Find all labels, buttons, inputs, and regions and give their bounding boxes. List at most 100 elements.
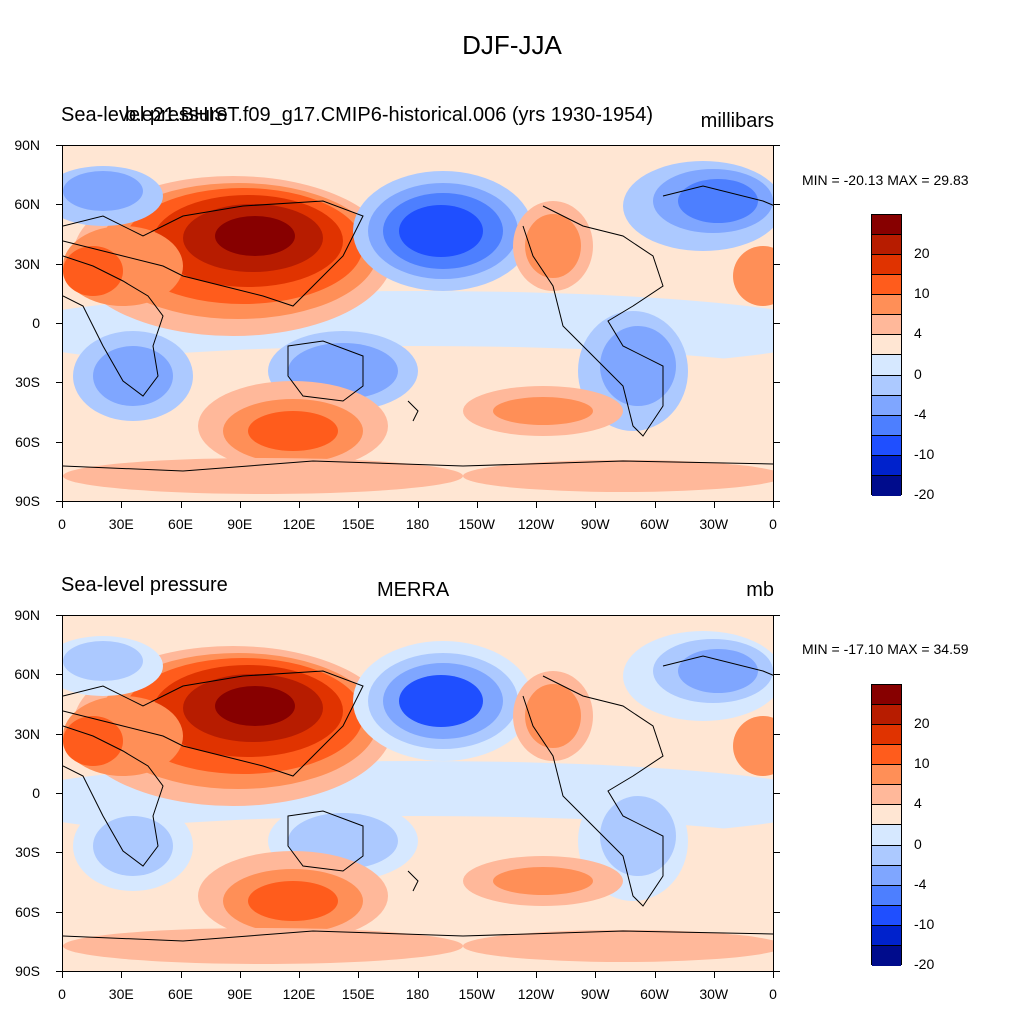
lat-tick-label: 90N xyxy=(14,607,40,623)
panel2-map xyxy=(62,615,774,972)
lat-tick-label: 30N xyxy=(14,255,40,272)
lat-tick xyxy=(56,911,62,913)
lon-tick xyxy=(239,502,241,508)
lon-tick-label: 60W xyxy=(640,986,669,1002)
lon-tick xyxy=(62,972,63,978)
lat-tick xyxy=(774,793,780,794)
figure-title: DJF-JJA xyxy=(462,30,562,60)
lon-tick xyxy=(121,502,123,508)
colorbar-swatch xyxy=(872,435,901,456)
colorbar-label: 10 xyxy=(914,285,930,302)
lon-tick-label: 150W xyxy=(458,986,496,1002)
colorbar-swatch xyxy=(872,215,901,236)
colorbar-label: -10 xyxy=(914,445,935,462)
colorbar-swatch xyxy=(872,765,901,786)
lat-tick-label: 60S xyxy=(15,433,40,450)
panel2-colorbar xyxy=(871,684,902,966)
lat-tick xyxy=(774,145,780,146)
contour-fill xyxy=(63,616,773,971)
colorbar-swatch xyxy=(872,375,901,396)
colorbar-swatch xyxy=(872,825,901,846)
lon-tick-label: 150E xyxy=(341,986,375,1002)
colorbar-label: 10 xyxy=(914,755,930,772)
lon-tick xyxy=(299,972,300,978)
lon-tick xyxy=(654,972,656,978)
lon-tick-label: 60E xyxy=(168,986,193,1002)
colorbar-swatch xyxy=(872,925,901,946)
colorbar-swatch xyxy=(872,725,901,746)
contour-region xyxy=(63,928,463,964)
lat-tick xyxy=(56,852,62,854)
lon-tick xyxy=(773,502,774,508)
lat-tick-label: 90S xyxy=(15,493,40,509)
lon-tick-label: 150W xyxy=(458,516,496,532)
lon-tick xyxy=(773,972,774,978)
coastline xyxy=(407,400,419,422)
lon-tick xyxy=(595,972,597,978)
contour-region xyxy=(733,246,773,306)
lat-tick xyxy=(56,441,62,443)
colorbar-label: -20 xyxy=(914,486,935,502)
colorbar-label: -4 xyxy=(914,875,927,892)
colorbar-label: -20 xyxy=(914,956,935,972)
lat-tick xyxy=(774,911,780,913)
lon-tick-label: 180 xyxy=(405,516,430,532)
colorbar-swatch xyxy=(872,945,901,966)
colorbar-label: 0 xyxy=(914,365,922,382)
coastline xyxy=(63,460,773,472)
lat-tick xyxy=(774,263,780,265)
lon-tick-label: 120W xyxy=(517,986,555,1002)
panel1-stats: MIN = -20.13 MAX = 29.83 xyxy=(802,172,969,188)
colorbar-swatch xyxy=(872,705,901,726)
colorbar-swatch xyxy=(872,785,901,806)
lat-tick xyxy=(774,501,780,502)
lat-tick-label: 90N xyxy=(14,137,40,153)
coastline xyxy=(287,810,364,872)
contour-region xyxy=(678,179,758,223)
contour-region xyxy=(463,930,773,962)
lon-tick xyxy=(476,972,478,978)
lon-tick-label: 30W xyxy=(699,516,729,532)
lat-tick xyxy=(774,733,780,735)
lon-tick-label: 120W xyxy=(517,516,555,532)
lat-tick xyxy=(56,674,62,676)
contour-region xyxy=(493,867,593,895)
contour-region xyxy=(248,881,338,921)
lat-tick xyxy=(774,852,780,854)
lat-tick xyxy=(774,323,780,324)
coastline xyxy=(63,670,364,777)
lon-tick xyxy=(417,972,419,978)
lon-tick-label: 0 xyxy=(769,516,777,532)
contour-region xyxy=(678,649,758,693)
contour-region xyxy=(63,246,123,296)
colorbar-swatch xyxy=(872,415,901,436)
contour-region xyxy=(63,716,123,766)
colorbar-swatch xyxy=(872,295,901,316)
lon-tick xyxy=(299,502,300,508)
lon-tick xyxy=(62,502,63,508)
colorbar-swatch xyxy=(872,235,901,256)
contour-region xyxy=(93,816,173,876)
coastline xyxy=(63,200,364,307)
lon-tick xyxy=(536,972,537,978)
colorbar-label: -10 xyxy=(914,915,935,932)
colorbar-swatch xyxy=(872,315,901,336)
panel2-stats: MIN = -17.10 MAX = 34.59 xyxy=(802,641,969,657)
lat-tick-label: 0 xyxy=(32,785,40,801)
colorbar-swatch xyxy=(872,335,901,356)
contour-region xyxy=(63,458,463,494)
lat-tick-label: 30N xyxy=(14,725,40,742)
lat-tick xyxy=(774,615,780,616)
coastlines xyxy=(63,185,773,472)
coastline xyxy=(407,870,419,892)
lat-tick-label: 30S xyxy=(15,374,40,391)
coastline xyxy=(522,205,664,437)
lat-tick xyxy=(56,501,62,502)
colorbar-label: 0 xyxy=(914,835,922,852)
lon-tick-label: 120E xyxy=(282,516,316,532)
colorbar-swatch xyxy=(872,745,901,766)
contour-region xyxy=(600,326,676,406)
colorbar-swatch xyxy=(872,275,901,296)
colorbar-label: 4 xyxy=(914,795,922,812)
colorbar-swatch xyxy=(872,475,901,496)
